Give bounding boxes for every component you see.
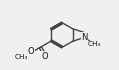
Text: CH₃: CH₃ [87,41,101,47]
Text: CH₃: CH₃ [15,54,28,60]
Text: O: O [28,47,34,56]
Text: O: O [41,52,48,61]
Text: N: N [81,33,88,42]
